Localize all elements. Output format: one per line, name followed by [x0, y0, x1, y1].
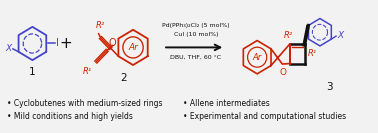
Text: R¹: R¹: [308, 49, 317, 58]
Text: 1: 1: [29, 67, 36, 77]
Text: X: X: [337, 31, 343, 40]
Text: 2: 2: [120, 73, 127, 83]
Text: X: X: [6, 44, 12, 53]
Text: DBU, THF, 60 °C: DBU, THF, 60 °C: [170, 55, 222, 60]
Text: • Experimental and computational studies: • Experimental and computational studies: [183, 112, 346, 121]
Text: 3: 3: [326, 82, 333, 92]
Text: • Cyclobutenes with medium-sized rings: • Cyclobutenes with medium-sized rings: [7, 99, 163, 108]
Text: R²: R²: [284, 31, 293, 40]
Text: • Mild conditions and high yields: • Mild conditions and high yields: [7, 112, 133, 121]
Text: R¹: R¹: [83, 67, 92, 76]
Text: R²: R²: [96, 21, 105, 30]
Text: +: +: [59, 36, 72, 51]
Text: I: I: [56, 38, 59, 49]
Text: CuI (10 mol%): CuI (10 mol%): [174, 32, 218, 37]
Text: Pd(PPh₃)₂Cl₂ (5 mol%): Pd(PPh₃)₂Cl₂ (5 mol%): [162, 23, 230, 28]
Text: Ar: Ar: [253, 53, 262, 62]
Text: O: O: [280, 68, 287, 77]
Text: Ar: Ar: [128, 43, 138, 52]
Text: O: O: [109, 38, 116, 47]
Text: • Allene intermediates: • Allene intermediates: [183, 99, 270, 108]
